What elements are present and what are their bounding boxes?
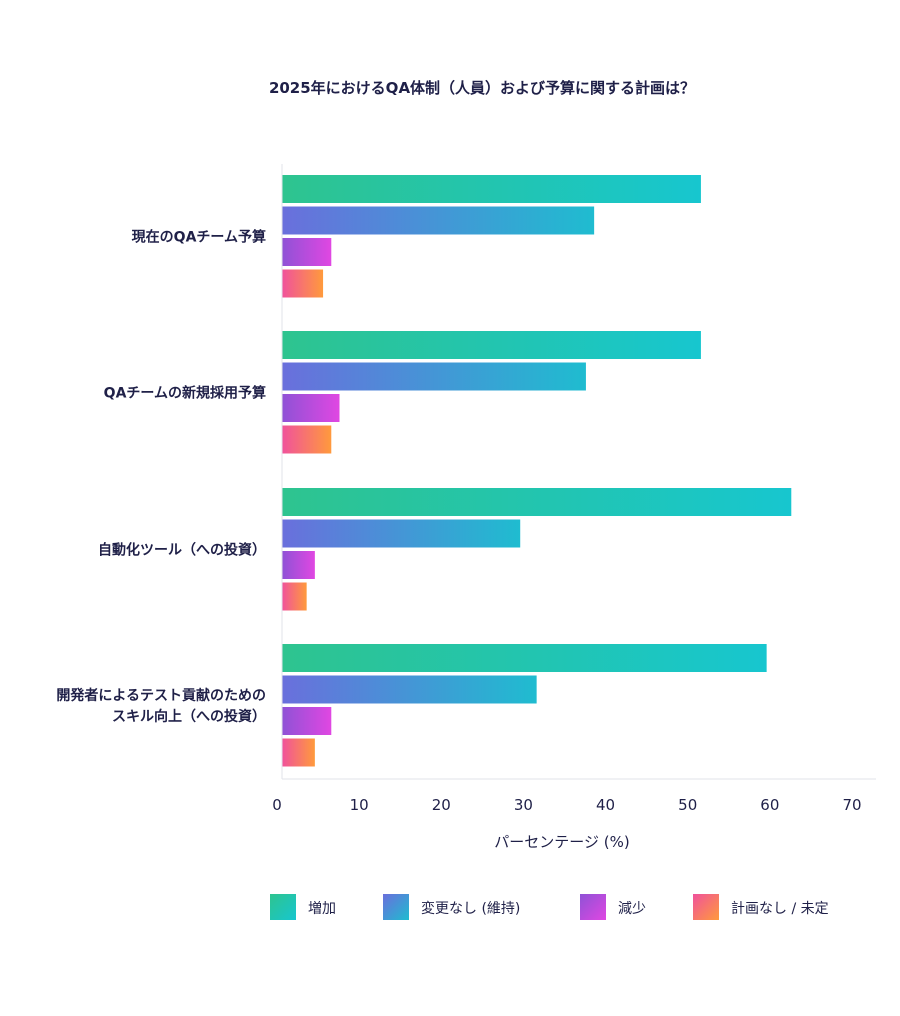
category-label: QAチームの新規採用予算 <box>104 384 266 401</box>
bars-layer <box>282 175 792 767</box>
legend-label: 変更なし (維持) <box>421 900 520 917</box>
bar <box>282 269 324 298</box>
x-tick-label: 40 <box>596 796 615 814</box>
legend-label: 計画なし / 未定 <box>731 901 829 917</box>
bar <box>282 206 595 235</box>
bar <box>282 488 792 516</box>
chart-title: 2025年におけるQA体制（人員）および予算に関する計画は？ <box>269 79 695 97</box>
legend-swatch <box>693 894 719 920</box>
bar <box>282 175 701 203</box>
bar <box>282 519 521 548</box>
axis-layer <box>281 164 876 780</box>
legend-swatch <box>270 894 296 920</box>
bar <box>282 644 767 672</box>
category-label: 開発者によるテスト貢献のための <box>56 687 266 704</box>
bar <box>282 238 332 266</box>
legend-item: 減少 <box>580 894 646 920</box>
bar <box>282 551 315 579</box>
bar <box>282 362 586 391</box>
category-label: スキル向上（への投資） <box>112 708 266 725</box>
x-tick-label: 20 <box>432 796 451 814</box>
x-axis-title: パーセンテージ (%) <box>494 833 629 851</box>
legend-label: 増加 <box>308 901 336 917</box>
category-label: 現在のQAチーム予算 <box>132 228 266 245</box>
bar <box>282 707 332 735</box>
legend-item: 増加 <box>270 894 336 920</box>
x-tick-label: 0 <box>272 796 282 814</box>
category-label: 自動化ツール（への投資） <box>98 541 266 558</box>
bar <box>282 425 332 454</box>
x-tick-label: 30 <box>514 796 533 814</box>
x-tick-label: 50 <box>678 796 697 814</box>
legend-item: 変更なし (維持) <box>383 894 520 920</box>
x-tick-label: 60 <box>760 796 779 814</box>
x-tick-label: 10 <box>350 796 369 814</box>
legend: 増加 変更なし (維持) 減少 計画なし / 未定 <box>270 894 829 920</box>
x-tick-labels: 0 10 20 30 40 50 60 70 <box>272 796 861 814</box>
bar <box>282 738 315 767</box>
legend-label: 減少 <box>618 900 646 917</box>
bar <box>282 331 701 359</box>
legend-swatch <box>580 894 606 920</box>
bar <box>282 582 307 611</box>
bar <box>282 394 340 422</box>
legend-item: 計画なし / 未定 <box>693 894 829 920</box>
x-tick-label: 70 <box>842 796 861 814</box>
bar <box>282 675 537 704</box>
legend-swatch <box>383 894 409 920</box>
